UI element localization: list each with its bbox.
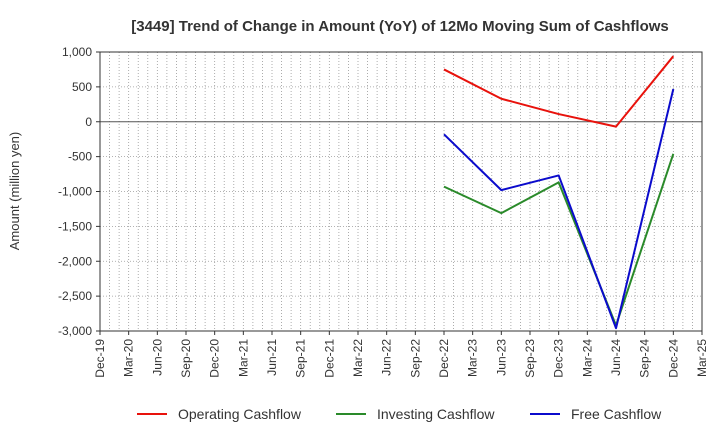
legend-label: Free Cashflow: [571, 406, 662, 422]
x-tick-labels: Dec-19 Mar-20 Jun-20 Sep-20 Dec-20 Mar-21 Jun-…: [93, 339, 709, 378]
x-tick-label: Jun-22: [380, 339, 394, 376]
legend-label: Operating Cashflow: [178, 406, 302, 422]
y-tick-label: -500: [68, 150, 92, 164]
x-tick-label: Dec-21: [322, 339, 336, 378]
series-line-investing-cashflow: [443, 153, 675, 327]
legend-label: Investing Cashflow: [377, 406, 495, 422]
chart-title: [3449] Trend of Change in Amount (YoY) o…: [131, 18, 669, 35]
x-tick-label: Sep-21: [294, 339, 308, 378]
x-tick-label: Mar-23: [466, 339, 480, 377]
x-tick-label: Dec-19: [93, 339, 107, 378]
y-tick-label: -2,500: [58, 289, 92, 303]
y-tick-labels: 1,000 500 0 -500 -1,000 -1,500 -2,000 -2,500 -3,…: [58, 45, 92, 338]
series-line-free-cashflow: [443, 88, 675, 330]
y-tick-label: 500: [72, 80, 92, 94]
x-tick-label: Mar-22: [351, 339, 365, 377]
x-tick-label: Dec-24: [666, 339, 680, 378]
y-tick-label: -3,000: [58, 324, 92, 338]
x-tick-label: Dec-20: [208, 339, 222, 378]
grid-lines: [99, 51, 703, 332]
x-tick-label: Mar-25: [695, 339, 709, 377]
x-tick-label: Sep-24: [638, 339, 652, 378]
y-tick-label: -1,000: [58, 185, 92, 199]
x-tick-label: Jun-21: [265, 339, 279, 376]
x-tick-label: Dec-23: [552, 339, 566, 378]
x-tick-label: Dec-22: [437, 339, 451, 378]
y-axis-label: Amount (million yen): [7, 132, 22, 251]
x-tick-label: Mar-21: [236, 339, 250, 377]
x-tick-label: Sep-23: [523, 339, 537, 378]
x-tick-label: Jun-23: [494, 339, 508, 376]
x-tick-label: Jun-20: [150, 339, 164, 376]
y-tick-label: 1,000: [62, 45, 92, 59]
series-lines: [443, 55, 675, 330]
plot-frame: [96, 51, 703, 335]
legend: Operating Cashflow Investing Cashflow Free…: [137, 406, 662, 422]
series-line-operating-cashflow: [443, 55, 675, 128]
y-tick-label: -2,000: [58, 254, 92, 268]
x-tick-label: Jun-24: [609, 339, 623, 376]
x-tick-label: Mar-20: [122, 339, 136, 377]
x-tick-label: Sep-20: [179, 339, 193, 378]
y-tick-label: 0: [85, 115, 92, 129]
x-tick-label: Sep-22: [408, 339, 422, 378]
y-tick-label: -1,500: [58, 219, 92, 233]
x-tick-label: Mar-24: [580, 339, 594, 377]
